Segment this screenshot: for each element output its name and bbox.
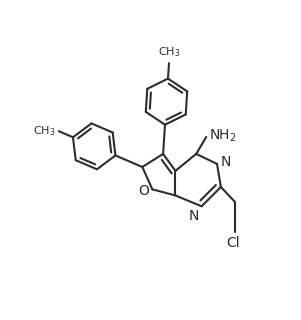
Text: N: N xyxy=(189,209,199,223)
Text: O: O xyxy=(138,184,149,198)
Text: CH$_3$: CH$_3$ xyxy=(158,45,180,60)
Text: N: N xyxy=(221,156,231,169)
Text: NH$_2$: NH$_2$ xyxy=(209,127,236,144)
Text: CH$_3$: CH$_3$ xyxy=(33,124,56,138)
Text: Cl: Cl xyxy=(226,236,240,250)
